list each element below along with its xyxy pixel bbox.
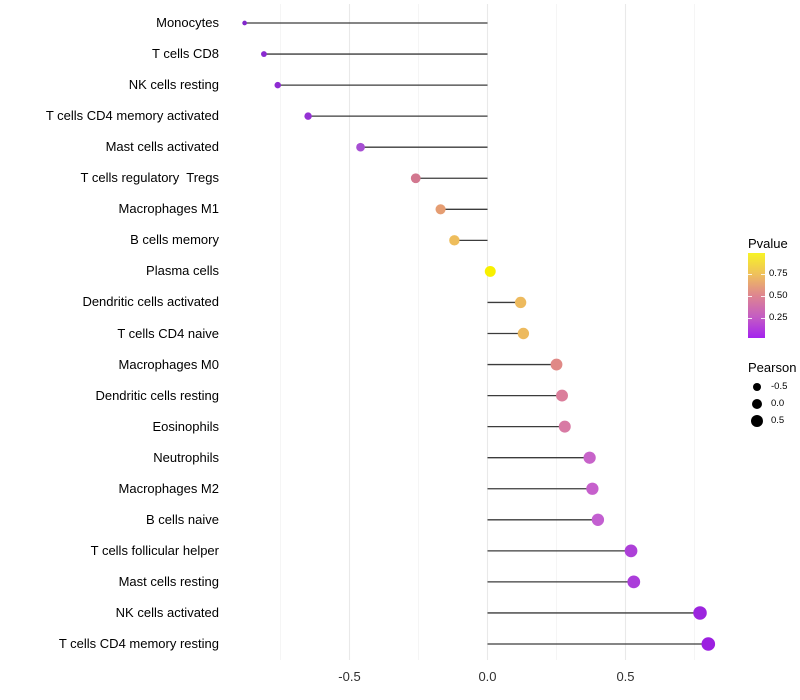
pearson-legend-label: -0.5 (771, 381, 788, 392)
lollipop-dot (356, 142, 365, 152)
pvalue-colorbar-tick (748, 274, 752, 276)
lollipop-dot (274, 81, 281, 89)
lollipop-dot (242, 20, 247, 26)
y-axis-label: B cells memory (130, 232, 219, 248)
pvalue-tick-label: 0.25 (769, 311, 788, 323)
y-axis-label: T cells follicular helper (90, 542, 219, 558)
lollipop-dot (693, 606, 707, 620)
legend-pearson-title: Pearson (748, 360, 797, 375)
y-axis-label: T cells regulatory Tregs (80, 170, 219, 186)
lollipop-dot (556, 389, 568, 402)
lollipop-dot (410, 173, 421, 184)
y-axis-label: Dendritic cells activated (82, 294, 219, 310)
y-axis-label: B cells naive (146, 511, 219, 527)
legend-pvalue-title: Pvalue (748, 236, 788, 251)
lollipop-dot (624, 544, 638, 558)
y-axis-label: Dendritic cells resting (95, 387, 219, 403)
y-axis-label: NK cells activated (115, 604, 219, 620)
lollipop-dot (583, 451, 596, 464)
lollipop-dot (484, 265, 496, 277)
x-axis-tick-label: 0.5 (616, 669, 635, 684)
y-axis-label: Macrophages M2 (118, 480, 219, 496)
lollipop-dot (304, 112, 312, 120)
lollipop-dot (435, 204, 446, 215)
lollipop-dot (591, 513, 605, 526)
y-axis-label: Monocytes (156, 15, 219, 30)
pvalue-colorbar-tick (761, 274, 765, 276)
y-axis-label: T cells CD4 naive (117, 325, 219, 341)
pvalue-tick-label: 0.75 (769, 268, 788, 280)
pearson-legend-label: 0.0 (771, 398, 785, 409)
y-axis-label: T cells CD4 memory activated (45, 108, 219, 124)
lollipop-dot (558, 420, 571, 433)
y-axis-label: T cells CD8 (152, 46, 219, 62)
lollipop-dot (701, 637, 716, 651)
pvalue-colorbar-tick (748, 317, 752, 319)
pvalue-colorbar-tick (748, 295, 752, 297)
y-axis-label: NK cells resting (128, 77, 219, 93)
lollipop-dot (586, 482, 599, 495)
x-axis-tick-label: 0.0 (478, 669, 497, 684)
y-axis-label: Macrophages M0 (118, 356, 219, 372)
y-axis-label: Neutrophils (153, 449, 219, 465)
pvalue-tick-label: 0.50 (769, 289, 788, 301)
lollipop-dot (514, 296, 527, 309)
lollipop-dot (550, 358, 563, 371)
y-axis-label: Macrophages M1 (118, 201, 219, 217)
lollipop-dot (449, 235, 460, 246)
pvalue-colorbar-tick (761, 295, 765, 297)
y-axis-label: Mast cells resting (118, 573, 219, 589)
lollipop-dot (260, 51, 267, 58)
y-axis-label: Eosinophils (152, 418, 220, 434)
pvalue-colorbar-tick (761, 317, 765, 319)
x-axis-tick-label: -0.5 (338, 669, 361, 684)
lollipop-dot (517, 327, 530, 340)
pearson-legend-label: 0.5 (771, 415, 785, 426)
y-axis-label: Mast cells activated (105, 139, 219, 155)
y-axis-label: Plasma cells (146, 263, 219, 279)
lollipop-dot (627, 575, 641, 589)
y-axis-label: T cells CD4 memory resting (58, 636, 219, 651)
pvalue-colorbar (748, 253, 765, 338)
